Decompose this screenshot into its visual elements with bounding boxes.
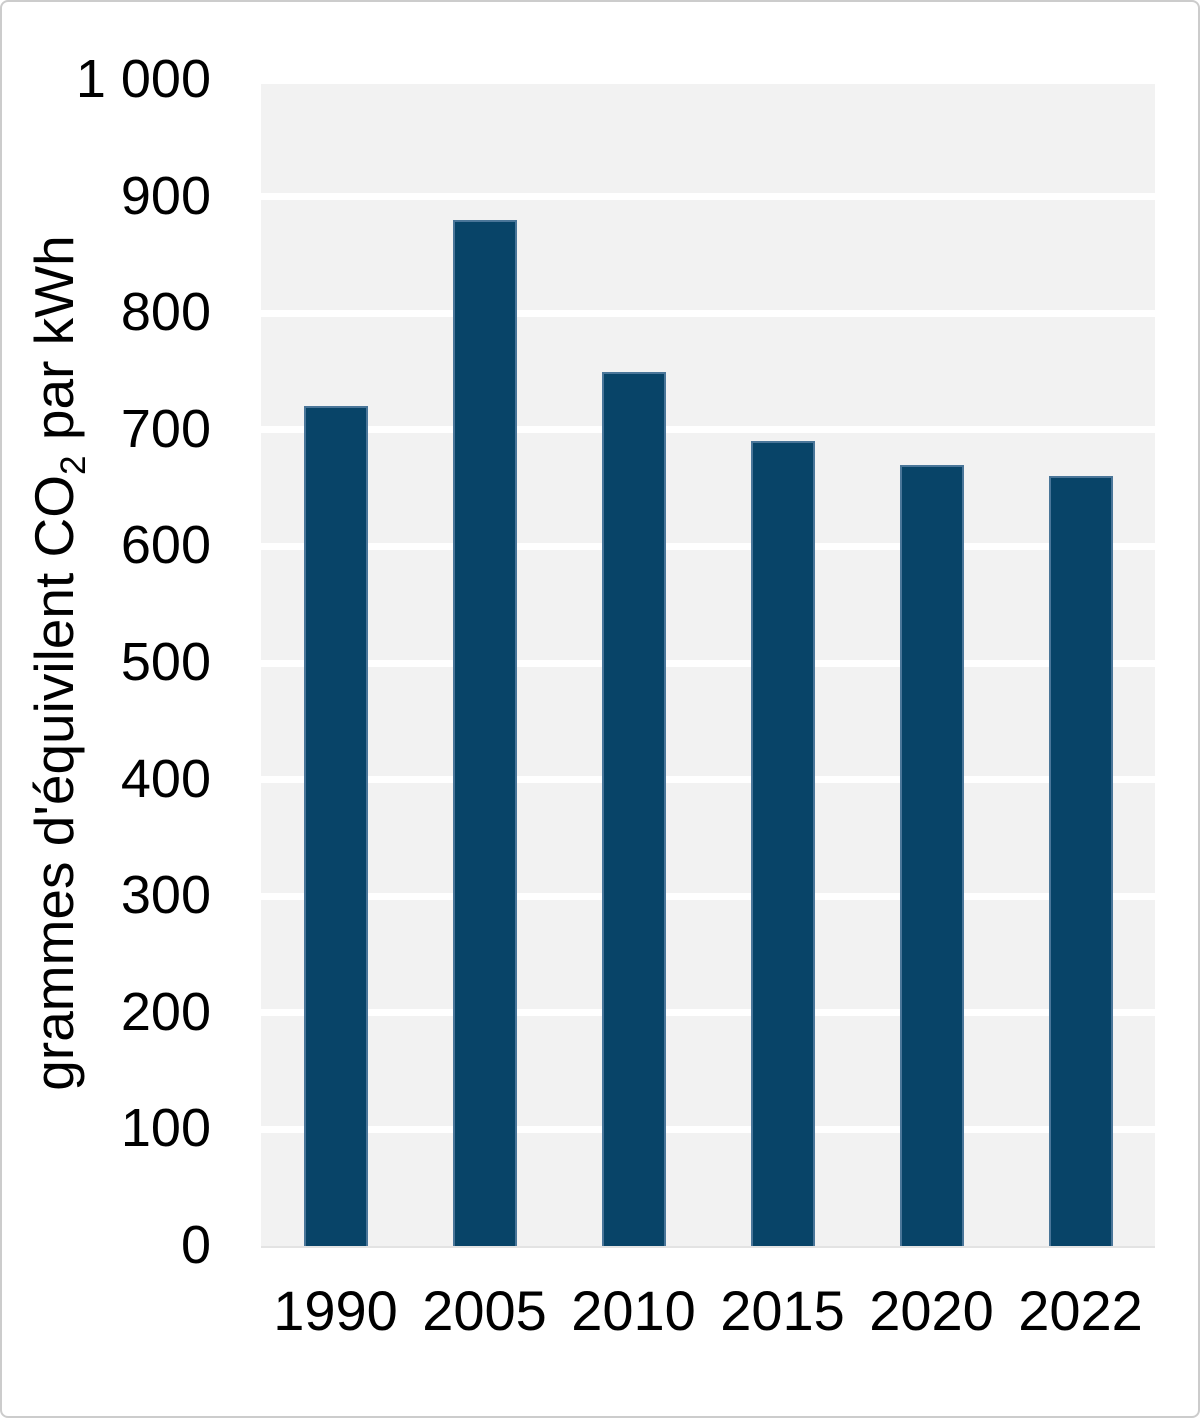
x-tick-label-2022: 2022 [1018,1279,1143,1342]
gridline-900 [261,193,1155,201]
x-tick-label-2005: 2005 [422,1279,547,1342]
gridline-800 [261,309,1155,317]
gridline-700 [261,426,1155,434]
y-axis-tick-labels: 0 100 200 300 400 500 600 700 800 900 1 000 [2,2,211,1416]
y-tick-label-200: 200 [120,981,211,1042]
y-tick-label-500: 500 [120,631,211,692]
y-tick-label-800: 800 [120,281,211,342]
gridline-100 [261,1125,1155,1133]
x-tick-label-2020: 2020 [869,1279,994,1342]
gridline-200 [261,1009,1155,1017]
bar-2005 [452,219,517,1246]
plot-area [261,80,1155,1248]
y-tick-label-0: 0 [180,1214,211,1275]
y-tick-label-600: 600 [120,515,211,576]
bar-2015 [750,441,815,1246]
bar-2010 [601,371,666,1246]
x-tick-label-2010: 2010 [571,1279,696,1342]
gridline-500 [261,659,1155,667]
bar-2020 [899,464,964,1246]
bar-2022 [1048,476,1113,1246]
y-tick-label-400: 400 [120,748,211,809]
y-tick-label-700: 700 [120,398,211,459]
gridline-600 [261,542,1155,550]
y-tick-label-300: 300 [120,864,211,925]
gridline-400 [261,776,1155,784]
gridline-1000 [261,80,1155,84]
y-tick-label-900: 900 [120,165,211,226]
y-tick-label-100: 100 [120,1098,211,1159]
x-tick-label-1990: 1990 [273,1279,398,1342]
bar-1990 [303,406,368,1246]
x-tick-label-2015: 2015 [720,1279,845,1342]
gridline-300 [261,892,1155,900]
y-tick-label-1000: 1 000 [75,48,211,109]
